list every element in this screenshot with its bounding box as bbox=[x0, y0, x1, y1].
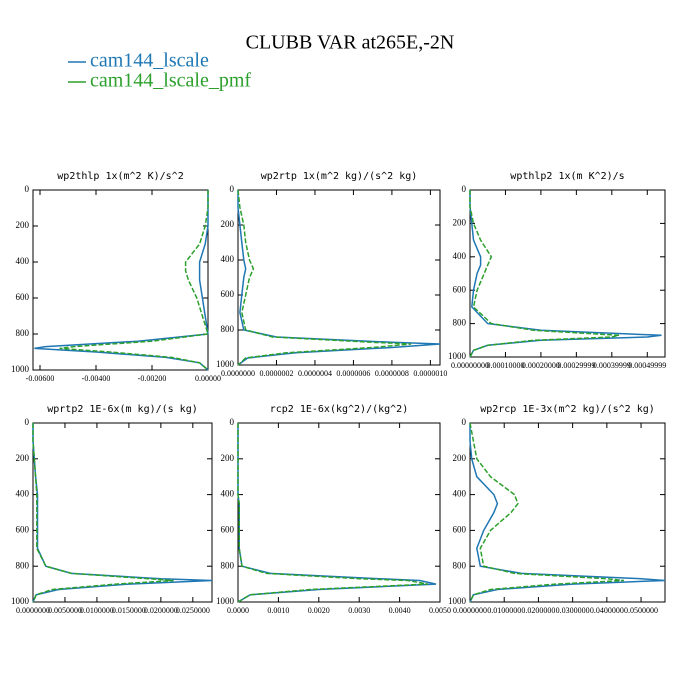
panel-title: wp2thlp 1x(m^2 K)/s^2 bbox=[57, 171, 183, 182]
x-tick-label: -0.00200 bbox=[138, 374, 167, 383]
y-tick-label: 800 bbox=[16, 328, 30, 338]
plot-frame bbox=[32, 422, 213, 603]
profile-line bbox=[469, 423, 666, 603]
y-tick-label: 600 bbox=[221, 524, 235, 534]
y-tick-label: 400 bbox=[453, 251, 467, 261]
profile-line bbox=[237, 423, 437, 603]
y-tick-label: 400 bbox=[221, 489, 235, 499]
x-tick-label: 0.00029999 bbox=[557, 361, 595, 370]
x-tick-label: 0.0100000 bbox=[80, 606, 114, 615]
panel-title: wp2rcp 1E-3x(m^2 kg)/(s^2 kg) bbox=[480, 404, 655, 415]
profile-line bbox=[32, 423, 213, 603]
profile-line bbox=[34, 190, 209, 371]
y-tick-label: 400 bbox=[16, 256, 30, 266]
x-tick-label: -0.00400 bbox=[82, 374, 111, 383]
y-tick-label: 600 bbox=[221, 289, 235, 299]
x-tick-label: 0.0000010 bbox=[413, 369, 447, 378]
y-tick-label: 400 bbox=[453, 489, 467, 499]
x-tick-label: 0.0100000 bbox=[487, 606, 521, 615]
x-tick-label: 0.0400000 bbox=[590, 606, 624, 615]
panel-title: rcp2 1E-6x(kg^2)/(kg^2) bbox=[270, 404, 408, 415]
legend-label: cam144_lscale_pmf bbox=[90, 70, 251, 92]
y-tick-label: 200 bbox=[221, 219, 235, 229]
y-tick-label: 1000 bbox=[216, 596, 235, 606]
plot-frame bbox=[237, 189, 441, 366]
x-tick-label: 0.0000000 bbox=[16, 606, 50, 615]
plot-frame bbox=[32, 189, 209, 371]
y-tick-label: 800 bbox=[221, 560, 235, 570]
y-tick-label: 600 bbox=[453, 284, 467, 294]
x-tick-label: 0.00039999 bbox=[593, 361, 631, 370]
y-tick-label: 200 bbox=[453, 453, 467, 463]
x-tick-label: 0.00020000 bbox=[522, 361, 560, 370]
x-tick-label: 0.0300000 bbox=[556, 606, 590, 615]
x-tick-label: 0.0150000 bbox=[112, 606, 146, 615]
y-tick-label: 600 bbox=[453, 524, 467, 534]
x-tick-label: 0.0000000 bbox=[453, 606, 487, 615]
x-tick-label: 0.0030 bbox=[348, 606, 370, 615]
profile-line bbox=[32, 423, 174, 603]
y-tick-label: 0 bbox=[25, 184, 30, 194]
x-tick-label: 0.0250000 bbox=[176, 606, 210, 615]
panel-title: wp2rtp 1x(m^2 kg)/(s^2 kg) bbox=[261, 171, 418, 182]
y-tick-label: 0 bbox=[230, 417, 235, 427]
profile-line bbox=[237, 190, 441, 366]
y-tick-label: 600 bbox=[16, 524, 30, 534]
y-tick-label: 800 bbox=[16, 560, 30, 570]
y-tick-label: 400 bbox=[221, 254, 235, 264]
x-tick-label: 0.0050000 bbox=[48, 606, 82, 615]
y-tick-label: 800 bbox=[453, 560, 467, 570]
x-tick-label: -0.00600 bbox=[26, 374, 55, 383]
y-tick-label: 1000 bbox=[448, 596, 467, 606]
x-tick-label: 0.0010 bbox=[267, 606, 289, 615]
x-tick-label: 0.00000 bbox=[195, 374, 221, 383]
y-tick-label: 0 bbox=[462, 184, 467, 194]
y-tick-label: 600 bbox=[16, 292, 30, 302]
y-tick-label: 0 bbox=[230, 184, 235, 194]
x-tick-label: 0.0500000 bbox=[624, 606, 658, 615]
legend-label: cam144_lscale bbox=[90, 50, 209, 72]
profile-line bbox=[237, 423, 429, 603]
y-tick-label: 800 bbox=[221, 324, 235, 334]
x-tick-label: 0.0040 bbox=[389, 606, 411, 615]
y-tick-label: 400 bbox=[16, 489, 30, 499]
x-tick-label: 0.00000000 bbox=[451, 361, 489, 370]
plot-frame bbox=[237, 422, 441, 603]
profile-line bbox=[237, 189, 412, 366]
y-tick-label: 0 bbox=[25, 417, 30, 427]
x-tick-label: 0.0000000 bbox=[221, 369, 255, 378]
profile-line bbox=[59, 190, 209, 371]
plot-frame bbox=[469, 422, 666, 603]
x-tick-label: 0.0000 bbox=[227, 606, 249, 615]
y-tick-label: 1000 bbox=[11, 596, 30, 606]
y-tick-label: 0 bbox=[462, 417, 467, 427]
y-tick-label: 200 bbox=[16, 220, 30, 230]
panel-title: wpthlp2 1x(m K^2)/s bbox=[510, 171, 624, 182]
y-tick-label: 800 bbox=[453, 318, 467, 328]
y-tick-label: 1000 bbox=[11, 364, 30, 374]
profile-line bbox=[469, 422, 624, 603]
plot-frame bbox=[469, 189, 666, 358]
x-tick-label: 0.0000004 bbox=[298, 369, 332, 378]
y-tick-label: 200 bbox=[453, 217, 467, 227]
y-tick-label: 1000 bbox=[448, 351, 467, 361]
x-tick-label: 0.0020 bbox=[308, 606, 330, 615]
y-tick-label: 1000 bbox=[216, 359, 235, 369]
x-tick-label: 0.00049999 bbox=[628, 361, 666, 370]
panel-title: wprtp2 1E-6x(m kg)/(s kg) bbox=[47, 404, 198, 415]
x-tick-label: 0.0200000 bbox=[521, 606, 555, 615]
y-tick-label: 200 bbox=[221, 453, 235, 463]
x-tick-label: 0.0050 bbox=[429, 606, 451, 615]
x-tick-label: 0.0000002 bbox=[259, 369, 293, 378]
x-tick-label: 0.00010000 bbox=[486, 361, 524, 370]
profile-line bbox=[469, 190, 620, 358]
x-tick-label: 0.0000006 bbox=[336, 369, 370, 378]
x-tick-label: 0.0200000 bbox=[144, 606, 178, 615]
figure-title: CLUBB VAR at265E,-2N bbox=[246, 32, 455, 54]
y-tick-label: 200 bbox=[16, 453, 30, 463]
x-tick-label: 0.0000008 bbox=[375, 369, 409, 378]
